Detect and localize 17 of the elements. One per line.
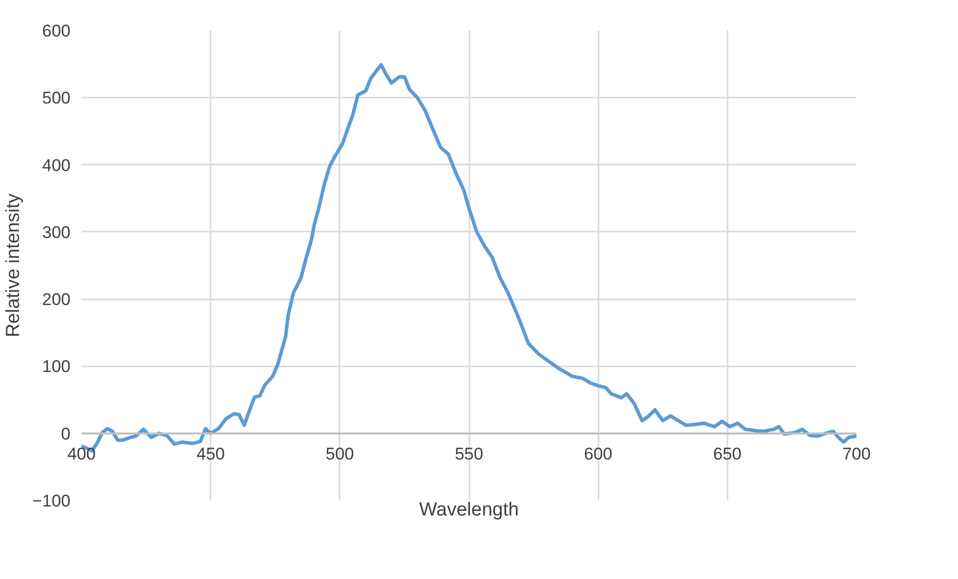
x-tick-label: 650 bbox=[713, 444, 742, 464]
y-tick-label: 100 bbox=[42, 357, 71, 376]
x-tick-label: 500 bbox=[326, 444, 354, 464]
x-tick-label: 450 bbox=[196, 444, 225, 464]
y-tick-label: 400 bbox=[42, 156, 71, 175]
x-tick-label: 600 bbox=[584, 444, 612, 464]
y-tick-label: 600 bbox=[42, 22, 71, 40]
y-tick-label: 500 bbox=[42, 88, 71, 108]
y-tick-label: −100 bbox=[32, 492, 71, 510]
x-tick-label: 550 bbox=[454, 444, 484, 464]
y-tick-label: 200 bbox=[42, 290, 71, 310]
x-tick-label: 700 bbox=[842, 444, 871, 464]
x-tick-label: 400 bbox=[67, 444, 96, 464]
y-tick-label: 300 bbox=[42, 222, 71, 242]
y-tick-label: 0 bbox=[61, 424, 71, 444]
y-axis-title: Relative intensity bbox=[3, 193, 24, 338]
x-axis-title: Wavelength bbox=[419, 500, 519, 520]
